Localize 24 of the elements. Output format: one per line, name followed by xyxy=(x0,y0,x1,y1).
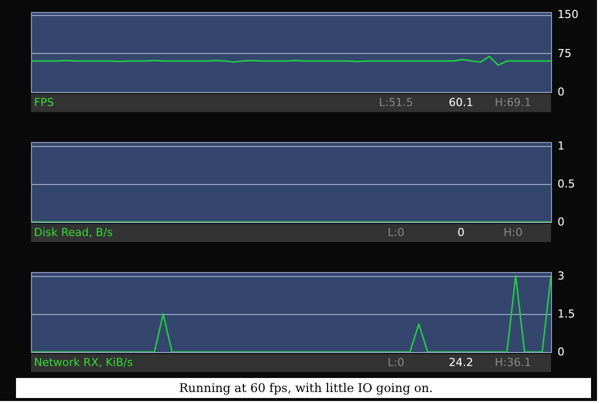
text: Running at 60 fps, with little IO going on. xyxy=(179,381,433,395)
text: H:0 xyxy=(504,226,522,239)
y-tick-label: 0 xyxy=(558,346,564,358)
line-series xyxy=(31,56,551,66)
text: H:69.1 xyxy=(494,96,532,109)
y-tick-label: 0.5 xyxy=(558,177,575,190)
text: 60.1 xyxy=(448,96,474,109)
y-tick-label: 1 xyxy=(558,139,564,152)
text: H:36.1 xyxy=(494,356,532,369)
y-tick-label: 150 xyxy=(558,8,578,22)
y-tick-label: 3 xyxy=(558,269,564,282)
y-tick-label: 1.5 xyxy=(558,307,575,320)
text: L:0 xyxy=(388,356,404,369)
y-tick-label: 75 xyxy=(558,46,572,60)
text: FPS xyxy=(34,96,54,109)
text: 24.2 xyxy=(448,356,474,369)
text: L:51.5 xyxy=(378,96,414,109)
text: L:0 xyxy=(388,226,404,239)
text: Network RX, KiB/s xyxy=(34,356,134,369)
text: Disk Read, B/s xyxy=(34,226,114,239)
y-tick-label: 0 xyxy=(558,86,564,98)
line-series xyxy=(31,275,551,352)
text: 0 xyxy=(458,226,464,239)
y-tick-label: 0 xyxy=(558,216,564,228)
